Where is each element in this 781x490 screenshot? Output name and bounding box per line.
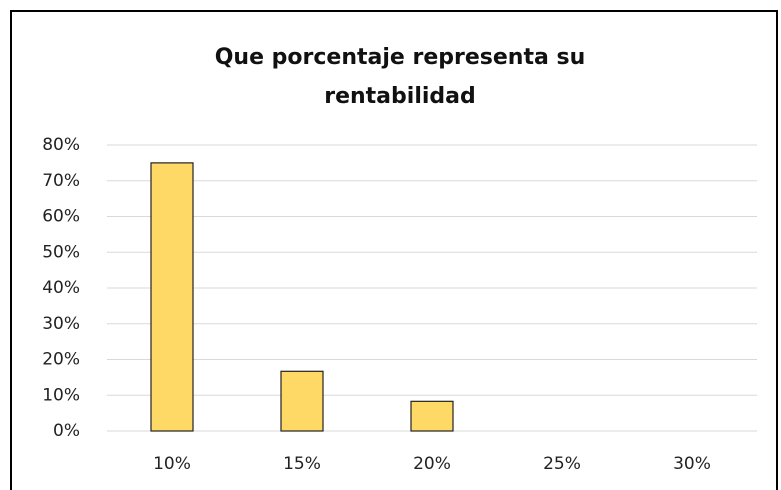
y-tick-label: 50% [42, 242, 80, 262]
chart-title: Que porcentaje representa su rentabilida… [214, 45, 586, 109]
y-tick-label: 70% [42, 171, 80, 191]
y-tick-label: 60% [42, 207, 80, 227]
x-tick-label: 25% [543, 454, 581, 474]
chart-frame [10, 10, 778, 490]
bar [410, 400, 454, 432]
x-tick-label: 30% [673, 454, 711, 474]
y-tick-label: 40% [42, 278, 80, 298]
x-tick-label: 10% [153, 454, 191, 474]
y-tick-label: 20% [42, 350, 80, 370]
x-tick-label: 20% [413, 454, 451, 474]
x-tick-label: 15% [283, 454, 321, 474]
y-tick-label: 0% [53, 421, 80, 441]
y-tick-label: 10% [42, 385, 80, 405]
bar [150, 162, 194, 432]
y-tick-label: 80% [42, 135, 80, 155]
bar [280, 370, 324, 432]
y-tick-label: 30% [42, 314, 80, 334]
